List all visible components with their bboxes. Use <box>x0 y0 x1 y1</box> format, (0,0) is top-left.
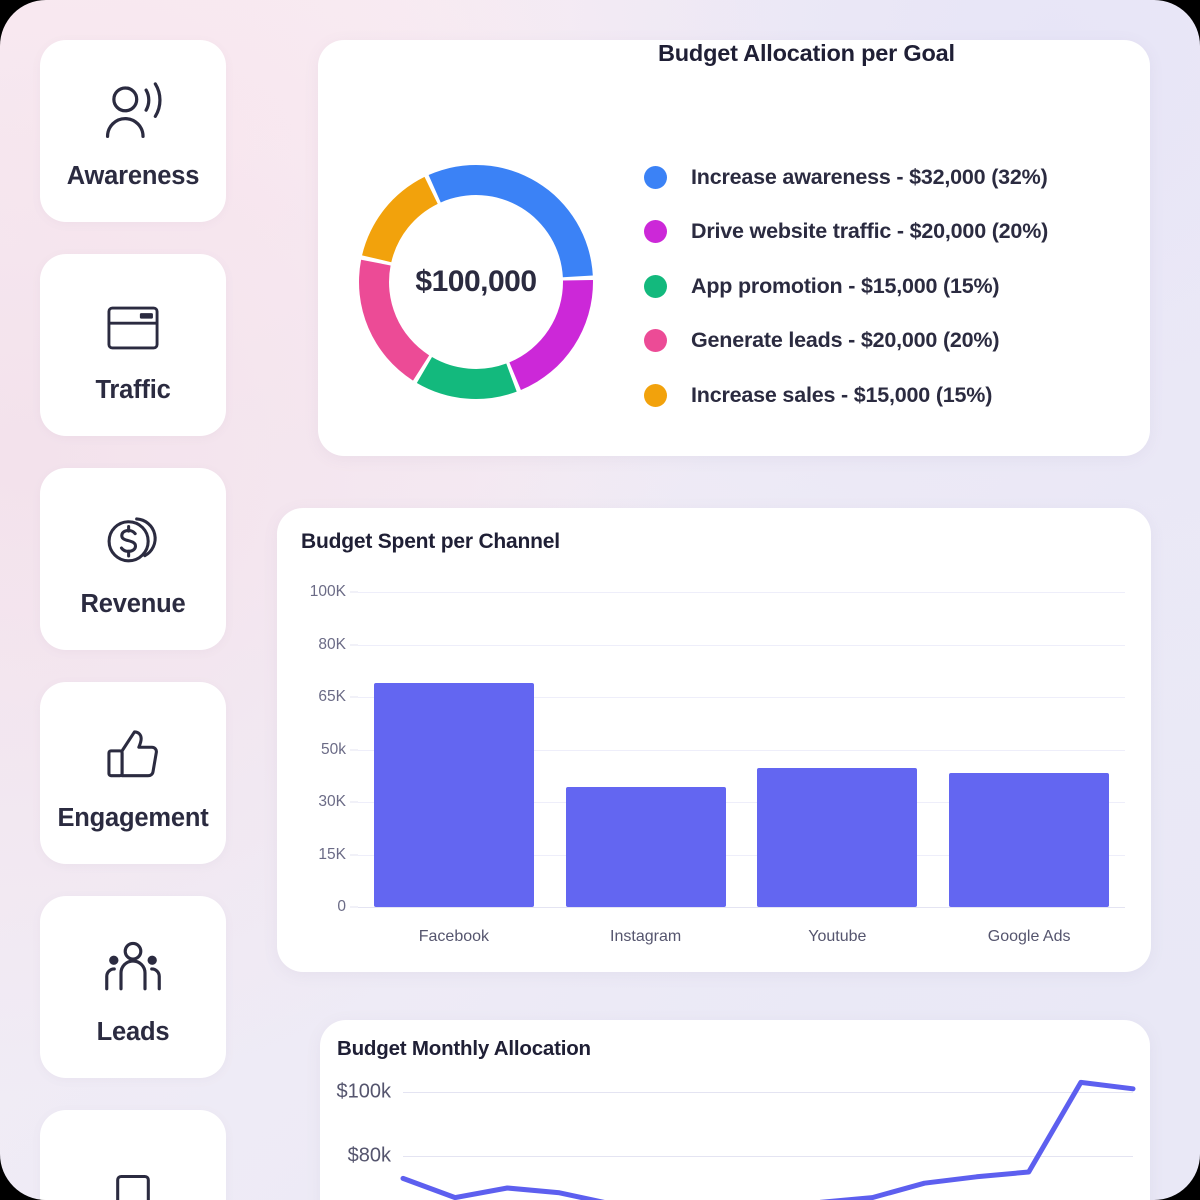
donut-chart: $100,000 <box>340 146 612 418</box>
gridline <box>358 592 1125 593</box>
bar[interactable] <box>373 683 534 907</box>
legend-color-dot <box>644 329 667 353</box>
sidebar-item-label: Engagement <box>57 804 209 833</box>
x-axis-label: Instagram <box>610 928 682 945</box>
x-axis-label: Google Ads <box>987 928 1071 945</box>
sidebar-item-mobile[interactable] <box>40 1110 226 1200</box>
axis-tick <box>350 906 358 908</box>
y-axis-label: 30K <box>318 793 346 810</box>
x-axis-line <box>358 907 1125 908</box>
sidebar-item-label: Traffic <box>95 376 171 405</box>
legend-item[interactable]: Increase awareness - $32,000 (32%) <box>644 150 1048 205</box>
axis-tick <box>350 801 358 803</box>
legend-label: Generate leads - $20,000 (20%) <box>691 328 1000 353</box>
sidebar-item-leads[interactable]: Leads <box>40 896 226 1078</box>
page-title: Budget Allocation per Goal <box>658 40 955 66</box>
legend-label: App promotion - $15,000 (15%) <box>691 273 1000 298</box>
gridline <box>403 1156 1133 1158</box>
legend-color-dot <box>644 165 667 189</box>
x-axis-label: Youtube <box>808 928 867 945</box>
donut-legend: Increase awareness - $32,000 (32%) Drive … <box>644 150 1048 423</box>
y-axis-label: 50k <box>321 740 346 758</box>
legend-label: Increase awareness - $32,000 (32%) <box>691 164 1048 189</box>
axis-tick <box>350 591 358 593</box>
gridline <box>358 802 1125 803</box>
browser-window-icon <box>100 286 166 370</box>
y-axis-label: 80K <box>318 635 346 653</box>
gridline <box>358 854 1125 856</box>
gridline <box>358 697 1125 698</box>
legend-item[interactable]: Drive website traffic - $20,000 (20%) <box>644 205 1048 260</box>
legend-color-dot <box>644 220 667 244</box>
sidebar-item-label: Awareness <box>66 162 200 191</box>
budget-per-channel-card: Budget Spent per Channel 100K 80K 65K 50k 30… <box>277 508 1151 972</box>
people-group-icon <box>97 928 169 1012</box>
donut-slice[interactable] <box>509 280 593 391</box>
sidebar-item-engagement[interactable]: Engagement <box>40 682 226 864</box>
bar[interactable] <box>949 773 1110 907</box>
awareness-megaphone-icon <box>96 72 170 156</box>
donut-slice[interactable] <box>362 176 438 263</box>
legend-item[interactable]: App promotion - $15,000 (15%) <box>644 259 1048 314</box>
legend-color-dot <box>644 383 667 407</box>
line-series-svg <box>400 1079 1136 1200</box>
legend-item[interactable]: Generate leads - $20,000 (20%) <box>644 314 1048 369</box>
legend-label: Increase sales - $15,000 (15%) <box>691 382 993 407</box>
gridline <box>358 749 1125 751</box>
bar-chart-plot: 100K 80K 65K 50k 30K 15K 0 Facebook Instagram You… <box>310 583 1125 945</box>
legend-item[interactable]: Increase sales - $15,000 (15%) <box>644 368 1048 423</box>
gridline <box>403 1092 1133 1094</box>
axis-tick <box>350 749 358 750</box>
mobile-device-icon <box>98 1160 168 1200</box>
sidebar-item-traffic[interactable]: Traffic <box>40 254 226 436</box>
thumbs-up-icon <box>98 714 168 798</box>
monthly-chart-title: Budget Monthly Allocation <box>337 1037 591 1060</box>
line-path <box>400 1079 1136 1200</box>
coins-dollar-icon <box>98 500 168 584</box>
legend-label: Drive website traffic - $20,000 (20%) <box>691 219 1049 244</box>
y-axis-label: $100k <box>336 1080 392 1103</box>
y-axis-label: 0 <box>337 898 346 915</box>
donut-slice[interactable] <box>416 357 517 399</box>
bar[interactable] <box>757 768 918 907</box>
sidebar-item-label: Leads <box>96 1018 170 1047</box>
donut-center-total: $100,000 <box>415 265 537 298</box>
donut-slice[interactable] <box>359 259 430 381</box>
bar[interactable] <box>565 787 726 907</box>
axis-tick <box>350 854 358 855</box>
donut-slice[interactable] <box>428 164 593 278</box>
sidebar-item-label: Revenue <box>80 590 186 619</box>
axis-tick <box>350 696 358 698</box>
axis-tick <box>350 644 358 645</box>
budget-monthly-card: Budget Monthly Allocation $100k$80k$60k <box>320 1020 1150 1200</box>
y-axis-label: 100K <box>309 583 346 600</box>
line-chart-plot: $100k$80k$60k <box>337 1076 1136 1200</box>
sidebar: Awareness Traffic Revenue <box>40 40 226 1200</box>
y-axis-label: 65K <box>318 688 346 705</box>
sidebar-item-awareness[interactable]: Awareness <box>40 40 226 222</box>
budget-allocation-card: Budget Allocation per Goal $100,000 Incr… <box>318 40 1150 456</box>
donut-svg <box>359 164 593 399</box>
y-axis-label: 15K <box>318 845 346 863</box>
channel-chart-title: Budget Spent per Channel <box>301 530 560 553</box>
x-axis-label: Facebook <box>418 928 490 945</box>
gridline <box>358 644 1125 646</box>
legend-color-dot <box>644 274 667 298</box>
sidebar-item-revenue[interactable]: Revenue <box>40 468 226 650</box>
y-axis-label: $80k <box>347 1144 391 1167</box>
